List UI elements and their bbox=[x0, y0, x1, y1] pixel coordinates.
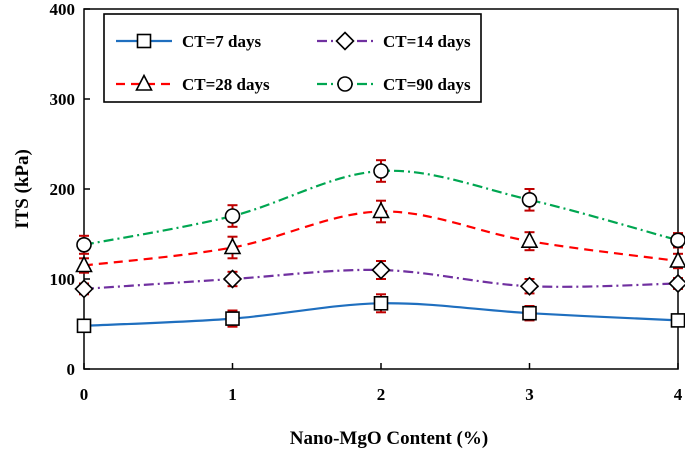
y-tick-label: 0 bbox=[67, 360, 76, 379]
series-1 bbox=[76, 261, 685, 297]
data-point bbox=[672, 314, 685, 327]
data-point bbox=[78, 319, 91, 332]
y-tick-label: 300 bbox=[50, 90, 76, 109]
legend-label: CT=90 days bbox=[383, 75, 471, 94]
data-point bbox=[671, 233, 685, 247]
data-point bbox=[226, 209, 240, 223]
data-point bbox=[523, 307, 536, 320]
data-point bbox=[374, 203, 389, 218]
data-point bbox=[226, 312, 239, 325]
x-tick-label: 4 bbox=[674, 385, 683, 404]
data-point bbox=[374, 164, 388, 178]
data-point bbox=[76, 280, 93, 297]
x-tick-label: 3 bbox=[525, 385, 534, 404]
x-axis-title: Nano-MgO Content (%) bbox=[290, 428, 488, 449]
series-0 bbox=[78, 294, 685, 332]
data-point bbox=[373, 262, 390, 279]
y-tick-label: 200 bbox=[50, 180, 76, 199]
legend-label: CT=28 days bbox=[182, 75, 270, 94]
y-tick-label: 100 bbox=[50, 270, 76, 289]
legend: CT=7 days CT=14 days CT=28 days CT=90 days bbox=[104, 14, 481, 102]
y-axis-title: ITS (kPa) bbox=[12, 149, 33, 229]
legend-marker bbox=[338, 77, 352, 91]
data-point bbox=[375, 297, 388, 310]
data-point bbox=[224, 271, 241, 288]
data-point bbox=[77, 238, 91, 252]
legend-label: CT=7 days bbox=[182, 32, 262, 51]
x-tick-label: 2 bbox=[377, 385, 386, 404]
legend-marker bbox=[138, 35, 151, 48]
x-tick-label: 1 bbox=[228, 385, 237, 404]
data-point bbox=[522, 233, 537, 248]
x-tick-label: 0 bbox=[80, 385, 89, 404]
data-point bbox=[521, 278, 538, 295]
legend-item: CT=7 days bbox=[116, 32, 262, 51]
legend-label: CT=14 days bbox=[383, 32, 471, 51]
data-point bbox=[523, 193, 537, 207]
y-tick-label: 400 bbox=[50, 0, 76, 19]
